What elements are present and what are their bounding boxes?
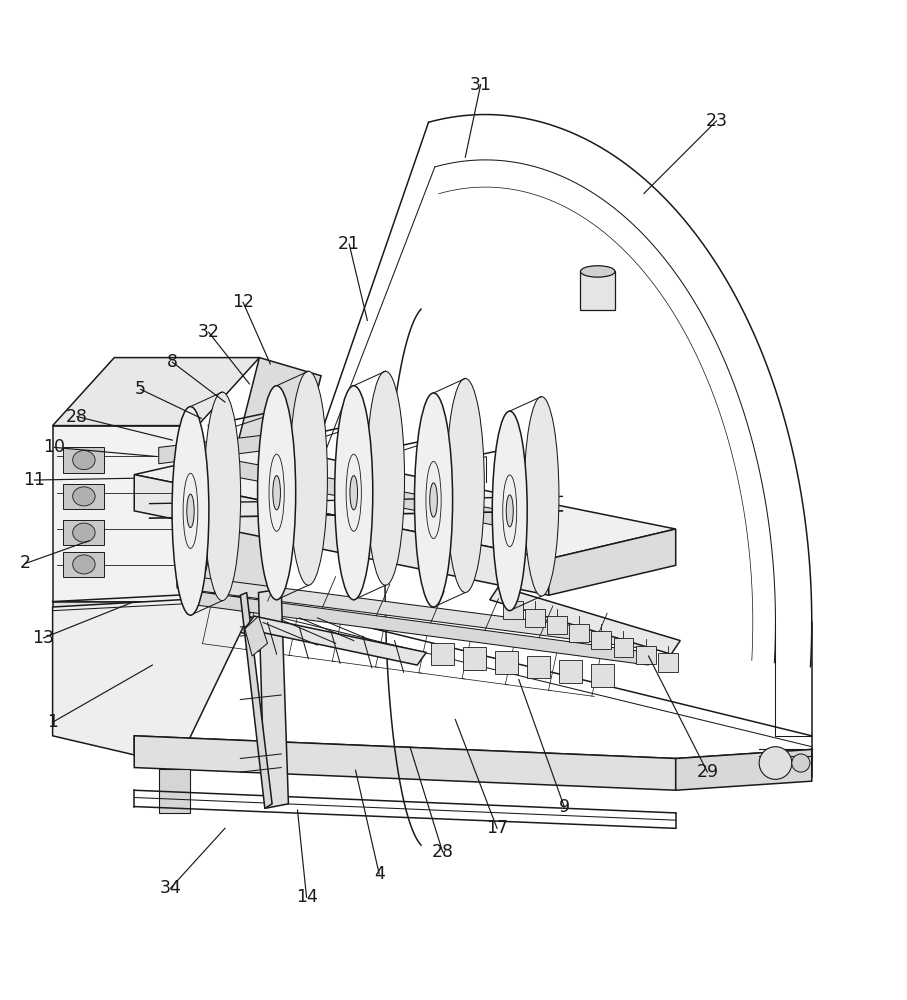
- Text: 8: 8: [167, 353, 178, 371]
- Ellipse shape: [187, 494, 194, 528]
- Bar: [580, 271, 615, 310]
- Bar: [63, 552, 104, 577]
- Ellipse shape: [580, 266, 615, 277]
- Text: 21: 21: [338, 235, 360, 253]
- Text: 17: 17: [486, 819, 508, 837]
- Ellipse shape: [414, 393, 453, 607]
- Polygon shape: [258, 589, 288, 808]
- Bar: [495, 651, 518, 674]
- Text: 11: 11: [24, 471, 45, 489]
- Polygon shape: [490, 586, 680, 654]
- Bar: [570, 624, 590, 642]
- Polygon shape: [159, 435, 268, 464]
- Bar: [525, 609, 545, 627]
- Bar: [63, 447, 104, 473]
- Bar: [463, 647, 486, 670]
- Polygon shape: [134, 446, 676, 559]
- Circle shape: [792, 754, 810, 772]
- Ellipse shape: [204, 392, 240, 601]
- Ellipse shape: [273, 476, 280, 510]
- Bar: [591, 631, 611, 649]
- Text: 5: 5: [135, 380, 146, 398]
- Bar: [63, 520, 104, 545]
- Text: 31: 31: [470, 76, 492, 94]
- Text: 2: 2: [20, 554, 31, 572]
- Text: 10: 10: [44, 438, 65, 456]
- Ellipse shape: [258, 386, 296, 600]
- Text: 12: 12: [232, 293, 254, 311]
- Ellipse shape: [366, 371, 405, 585]
- Ellipse shape: [73, 523, 95, 542]
- Ellipse shape: [289, 371, 327, 585]
- Bar: [548, 616, 568, 634]
- Bar: [527, 656, 550, 678]
- Bar: [658, 653, 678, 672]
- Polygon shape: [190, 591, 649, 665]
- Ellipse shape: [446, 378, 484, 593]
- Bar: [63, 484, 104, 509]
- Polygon shape: [53, 358, 259, 426]
- Polygon shape: [245, 616, 268, 656]
- Polygon shape: [53, 602, 198, 620]
- Ellipse shape: [430, 483, 437, 517]
- Bar: [636, 646, 656, 664]
- Polygon shape: [240, 593, 272, 808]
- Text: 4: 4: [374, 865, 385, 883]
- Polygon shape: [676, 749, 812, 790]
- Polygon shape: [134, 736, 676, 790]
- Bar: [591, 664, 614, 687]
- Text: 32: 32: [198, 323, 219, 341]
- Text: 9: 9: [559, 798, 570, 816]
- Polygon shape: [245, 616, 426, 665]
- Ellipse shape: [73, 487, 95, 506]
- Ellipse shape: [172, 407, 209, 615]
- Bar: [503, 601, 523, 619]
- Text: 28: 28: [66, 408, 88, 426]
- Text: 1: 1: [47, 713, 58, 731]
- Text: 34: 34: [160, 879, 181, 897]
- Polygon shape: [213, 456, 544, 534]
- Polygon shape: [198, 358, 321, 620]
- Text: 23: 23: [706, 112, 727, 130]
- Bar: [431, 643, 454, 665]
- Text: 13: 13: [33, 629, 54, 647]
- Circle shape: [759, 747, 792, 779]
- Polygon shape: [549, 529, 676, 595]
- Ellipse shape: [73, 555, 95, 574]
- Text: 29: 29: [697, 763, 718, 781]
- Bar: [159, 769, 190, 813]
- Polygon shape: [177, 574, 653, 650]
- Polygon shape: [134, 475, 549, 595]
- Bar: [613, 638, 633, 657]
- Polygon shape: [53, 426, 198, 602]
- Ellipse shape: [350, 476, 357, 510]
- Ellipse shape: [506, 495, 513, 527]
- Ellipse shape: [73, 451, 95, 470]
- Ellipse shape: [335, 386, 373, 600]
- Ellipse shape: [493, 411, 527, 611]
- Polygon shape: [53, 595, 258, 765]
- Text: 14: 14: [296, 888, 317, 906]
- Polygon shape: [198, 602, 259, 638]
- Text: 28: 28: [432, 843, 454, 861]
- Bar: [560, 660, 582, 683]
- Polygon shape: [134, 736, 812, 779]
- Ellipse shape: [524, 397, 559, 596]
